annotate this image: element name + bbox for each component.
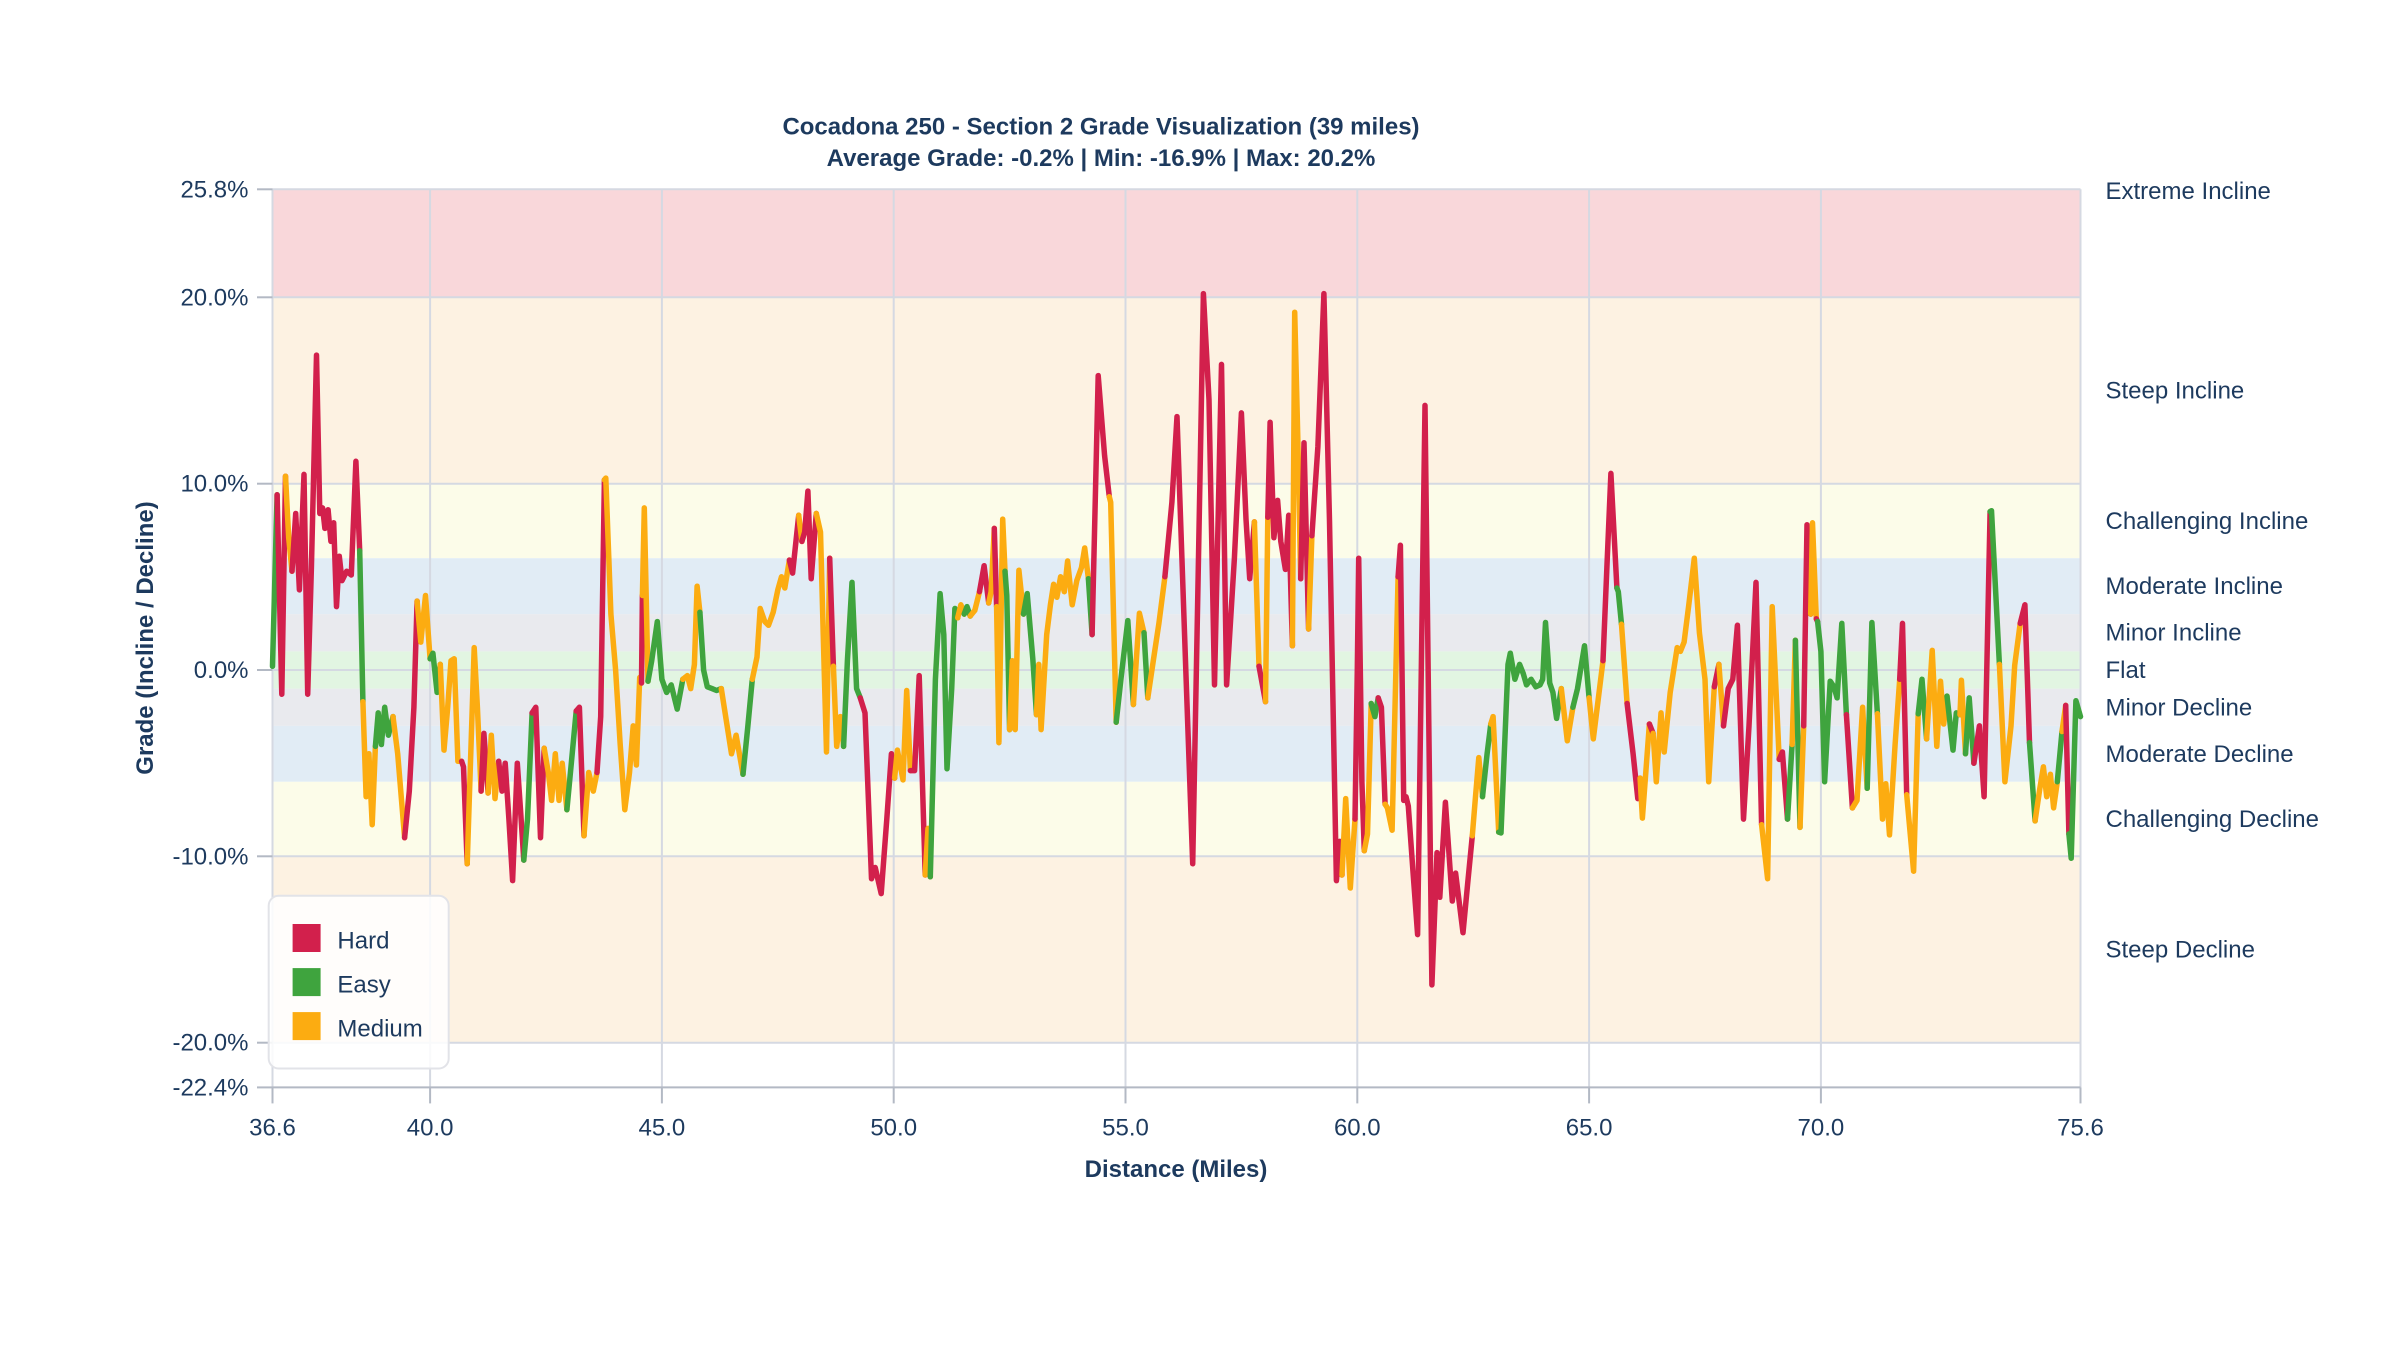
- svg-text:50.0: 50.0: [870, 1114, 917, 1141]
- svg-text:Cocadona 250 - Section 2 Grade: Cocadona 250 - Section 2 Grade Visualiza…: [782, 114, 1419, 141]
- svg-text:Medium: Medium: [337, 1016, 422, 1043]
- svg-text:0.0%: 0.0%: [194, 657, 249, 684]
- svg-text:45.0: 45.0: [639, 1114, 686, 1141]
- svg-text:-22.4%: -22.4%: [172, 1074, 248, 1101]
- svg-text:55.0: 55.0: [1102, 1114, 1149, 1141]
- svg-text:70.0: 70.0: [1798, 1114, 1845, 1141]
- svg-text:-20.0%: -20.0%: [172, 1030, 248, 1057]
- svg-text:Hard: Hard: [337, 927, 389, 954]
- svg-text:Challenging Decline: Challenging Decline: [2106, 806, 2319, 833]
- svg-text:60.0: 60.0: [1334, 1114, 1381, 1141]
- svg-text:Flat: Flat: [2106, 657, 2146, 684]
- svg-text:Average Grade: -0.2% | Min: -1: Average Grade: -0.2% | Min: -16.9% | Max…: [827, 145, 1376, 172]
- svg-text:40.0: 40.0: [407, 1114, 454, 1141]
- svg-text:Minor Incline: Minor Incline: [2106, 620, 2242, 647]
- svg-text:25.8%: 25.8%: [180, 176, 248, 203]
- svg-text:Easy: Easy: [337, 972, 390, 999]
- svg-text:65.0: 65.0: [1566, 1114, 1613, 1141]
- svg-text:Moderate Decline: Moderate Decline: [2106, 741, 2294, 768]
- svg-text:Steep Decline: Steep Decline: [2106, 937, 2255, 964]
- svg-text:Challenging Incline: Challenging Incline: [2106, 508, 2309, 535]
- svg-text:Extreme Incline: Extreme Incline: [2106, 178, 2271, 205]
- svg-text:75.6: 75.6: [2057, 1114, 2104, 1141]
- svg-text:Minor Decline: Minor Decline: [2106, 694, 2253, 721]
- svg-text:-10.0%: -10.0%: [172, 843, 248, 870]
- svg-text:Moderate Incline: Moderate Incline: [2106, 573, 2283, 600]
- svg-text:Grade (Incline / Decline): Grade (Incline / Decline): [132, 501, 159, 774]
- svg-text:20.0%: 20.0%: [180, 284, 248, 311]
- svg-text:Steep Incline: Steep Incline: [2106, 378, 2245, 405]
- svg-text:36.6: 36.6: [249, 1114, 296, 1141]
- svg-text:10.0%: 10.0%: [180, 471, 248, 498]
- svg-text:Distance (Miles): Distance (Miles): [1085, 1156, 1268, 1183]
